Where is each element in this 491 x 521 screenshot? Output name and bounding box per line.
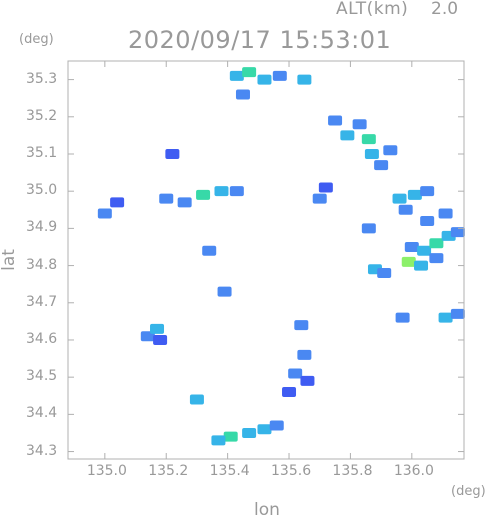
echo-cell — [429, 238, 444, 249]
echo-cell — [235, 89, 250, 100]
echo-cell — [352, 119, 367, 130]
echo-cell — [214, 186, 229, 197]
echo-cell — [211, 435, 226, 446]
x-unit-label: (deg) — [451, 484, 486, 499]
echo-cell — [395, 312, 410, 323]
y-tick-label: 34.8 — [26, 256, 58, 273]
echo-cell — [257, 74, 272, 85]
x-tick-label: 135.4 — [209, 463, 250, 479]
y-tick-label: 35.3 — [26, 70, 58, 87]
y-tick-label: 35.1 — [26, 144, 58, 161]
echo-cell — [97, 208, 112, 219]
x-axis-label: lon — [254, 500, 280, 520]
echo-cell — [417, 245, 432, 256]
echo-cell — [312, 193, 327, 204]
echo-cell — [189, 394, 204, 405]
x-tick-label: 135.2 — [148, 463, 189, 479]
echo-cell — [177, 197, 192, 208]
echo-cell — [257, 424, 272, 435]
echo-cell — [150, 323, 165, 334]
y-tick-label: 34.4 — [26, 405, 58, 422]
echo-cell — [361, 223, 376, 234]
x-tick-label: 136.0 — [393, 463, 434, 479]
echo-cell — [272, 70, 287, 81]
plot-frame — [67, 60, 465, 460]
x-tick-label: 135.0 — [86, 463, 127, 479]
x-tick-label: 135.6 — [271, 463, 312, 479]
echo-cell — [438, 208, 453, 219]
y-axis-label: lat — [0, 249, 19, 271]
echo-cell — [297, 74, 312, 85]
echo-cell — [229, 186, 244, 197]
echo-cell — [300, 375, 315, 386]
echo-cell — [404, 241, 419, 252]
echo-cell — [288, 368, 303, 379]
echo-cell — [340, 130, 355, 141]
y-tick-label: 34.3 — [26, 442, 58, 459]
y-tick-label: 34.6 — [26, 330, 58, 347]
echo-cell — [392, 193, 407, 204]
echo-cell — [242, 67, 257, 78]
echo-cell — [242, 427, 257, 438]
y-tick-label: 35.2 — [26, 107, 58, 124]
altitude-label: ALT(km) — [336, 0, 409, 19]
echo-cell — [414, 260, 429, 271]
y-tick-label: 35.0 — [26, 182, 58, 199]
axis-ticks-layer — [68, 61, 464, 459]
echo-cell — [282, 387, 297, 398]
echo-cell — [420, 215, 435, 226]
timestamp-title: 2020/09/17 15:53:01 — [128, 26, 392, 54]
echo-cell — [217, 286, 232, 297]
echo-cell — [377, 268, 392, 279]
echo-cell — [383, 145, 398, 156]
echo-cell — [110, 197, 125, 208]
echo-cell — [374, 160, 389, 171]
echo-cell — [364, 148, 379, 159]
echo-cell — [202, 245, 217, 256]
echo-cell — [450, 227, 465, 238]
echo-cells-layer — [97, 67, 465, 446]
echo-cell — [269, 420, 284, 431]
echo-cell — [159, 193, 174, 204]
x-tick-label: 135.8 — [332, 463, 373, 479]
echo-cell — [297, 349, 312, 360]
y-tick-label: 34.7 — [26, 293, 58, 310]
y-tick-label: 34.9 — [26, 219, 58, 236]
echo-cell — [229, 70, 244, 81]
echo-cell — [318, 182, 333, 193]
echo-cell — [361, 134, 376, 145]
echo-cell — [196, 189, 211, 200]
echo-cell — [153, 334, 168, 345]
echo-cell — [407, 189, 422, 200]
echo-cell — [429, 253, 444, 264]
echo-cell — [450, 308, 465, 319]
echo-cell — [438, 312, 453, 323]
echo-cell — [328, 115, 343, 126]
altitude-value: 2.0 — [431, 0, 459, 19]
echo-cell — [165, 148, 180, 159]
y-unit-label: (deg) — [19, 32, 54, 47]
y-tick-label: 34.5 — [26, 368, 58, 385]
echo-cell — [223, 431, 238, 442]
echo-cell — [420, 186, 435, 197]
echo-cell — [140, 331, 155, 342]
echo-cell — [398, 204, 413, 215]
echo-cell — [294, 320, 309, 331]
echo-cell — [401, 256, 416, 267]
